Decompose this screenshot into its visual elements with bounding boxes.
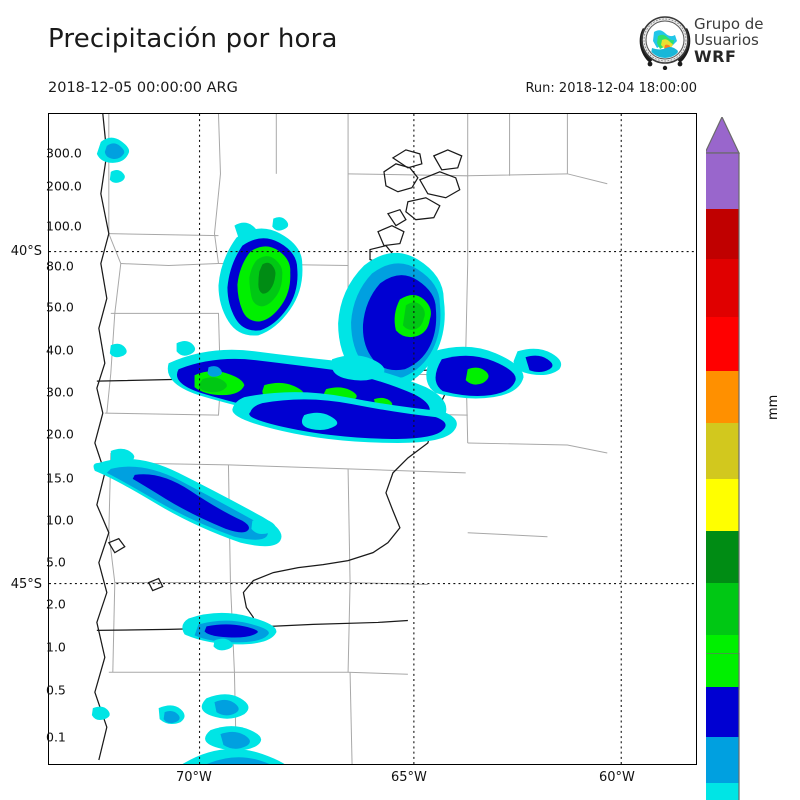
colorbar-tick-200: 200.0 xyxy=(46,178,82,194)
logo-text: Grupo de Usuarios WRF xyxy=(694,16,764,66)
colorbar-bands-lower xyxy=(706,653,739,800)
precip-valle-medio-south-lobe xyxy=(232,392,457,443)
logo-line-2: Usuarios xyxy=(694,31,759,50)
map-canvas[interactable] xyxy=(48,113,697,765)
precip-rio-negro-central-band xyxy=(338,252,445,389)
colorbar-tick-0-5: 0.5 xyxy=(46,682,66,698)
colorbar-tick-1: 1.0 xyxy=(46,639,66,655)
precip-northwest-edge-cell xyxy=(96,137,130,163)
graticule xyxy=(49,114,696,764)
colorbar-over-arrow xyxy=(706,117,740,154)
precip-chubut-north-strip xyxy=(182,612,277,645)
precip-small-cell-c xyxy=(176,341,196,356)
colorbar-tick-30: 30.0 xyxy=(46,384,74,400)
precip-neuquen-north-core xyxy=(218,228,303,336)
page-title: Precipitación por hora xyxy=(48,24,338,54)
precip-connector xyxy=(331,355,385,381)
precip-east-outlier-core xyxy=(525,355,553,372)
valid-time-label: 2018-12-05 00:00:00 ARG xyxy=(48,80,238,96)
precip-small-cell-a xyxy=(109,170,125,183)
precip-chubut-south-cells xyxy=(91,694,285,764)
precip-south-rionegro-diagonal xyxy=(93,458,282,547)
precip-neuquen-north-tail xyxy=(234,222,257,239)
colorbar[interactable] xyxy=(706,117,746,800)
logo: Grupo de Usuarios WRF xyxy=(636,12,798,72)
precipitation-map xyxy=(49,114,696,764)
colorbar-tick-80: 80.0 xyxy=(46,258,74,274)
tick-label-lon-65: 65°W xyxy=(391,770,427,785)
precip-small-cell-d xyxy=(109,343,127,358)
precip-diagonal-tail xyxy=(251,519,276,535)
precip-small-cell-e xyxy=(207,366,222,377)
logo-line-3: WRF xyxy=(694,47,737,67)
precip-rio-negro-east-band xyxy=(426,346,524,399)
colorbar-bands xyxy=(706,153,739,689)
tick-label-lon-70: 70°W xyxy=(176,770,212,785)
run-time-label: Run: 2018-12-04 18:00:00 xyxy=(525,81,697,96)
colorbar-tick-2: 2.0 xyxy=(46,596,66,612)
precip-line-drip xyxy=(301,412,338,431)
colorbar-gradient-lower xyxy=(706,653,740,800)
colorbar-unit-label: mm xyxy=(766,394,781,420)
colorbar-tick-50: 50.0 xyxy=(46,299,74,315)
colorbar-tick-10: 10.0 xyxy=(46,512,74,528)
tick-label-lat-45: 45°S xyxy=(10,577,42,592)
colorbar-tick-100: 100.0 xyxy=(46,218,82,234)
precipitation-field xyxy=(91,137,562,764)
colorbar-tick-0-1: 0.1 xyxy=(46,729,66,745)
colorbar-tick-15: 15.0 xyxy=(46,470,74,486)
tick-label-lon-60: 60°W xyxy=(599,770,635,785)
logo-line-1: Grupo de xyxy=(694,15,764,33)
precip-small-cell-b xyxy=(272,217,289,231)
colorbar-tick-300: 300.0 xyxy=(46,145,82,161)
colorbar-tick-20: 20.0 xyxy=(46,426,74,442)
wrf-user-group-globe-seal-icon xyxy=(639,16,691,70)
colorbar-tick-40: 40.0 xyxy=(46,342,74,358)
colorbar-tick-5: 5.0 xyxy=(46,554,66,570)
precip-small-cell-f xyxy=(110,448,135,465)
tick-label-lat-40: 40°S xyxy=(10,244,42,259)
precip-strip-drip xyxy=(213,638,233,651)
